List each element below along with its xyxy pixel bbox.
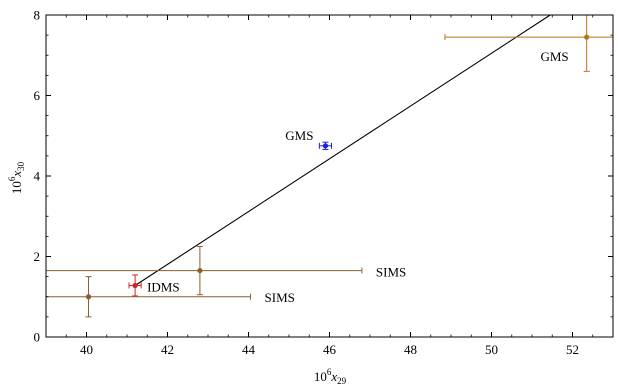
plot-frame	[45, 14, 614, 338]
point-label-sims: SIMS	[376, 265, 406, 280]
point-label-idms: IDMS	[147, 279, 180, 294]
data-point	[85, 294, 92, 300]
chart-marks	[45, 14, 614, 318]
y-tick-label: 8	[34, 8, 41, 23]
point-label-sims: SIMS	[265, 290, 295, 305]
data-point	[584, 34, 590, 40]
point-label-gms: GMS	[540, 49, 568, 64]
data-point	[197, 267, 203, 274]
data-point	[322, 143, 329, 149]
y-axis-title: 106x30	[7, 161, 26, 194]
x-tick-label: 44	[242, 342, 256, 357]
x-tick-label: 42	[161, 342, 174, 357]
x-axis-title: 106x29	[314, 367, 347, 385]
y-tick-label: 0	[34, 330, 41, 345]
fit-line	[134, 14, 551, 286]
x-tick-label: 50	[485, 342, 498, 357]
y-tick-label: 4	[34, 169, 41, 184]
y-tick-label: 2	[34, 249, 41, 264]
annotations: GMS GMS IDMS SIMS SIMS	[147, 49, 569, 305]
x-tick-label: 52	[566, 342, 579, 357]
y-tick-label: 6	[34, 88, 41, 103]
x-tick-label: 40	[80, 342, 93, 357]
point-label-gms: GMS	[285, 128, 313, 143]
x-tick-label: 48	[404, 342, 417, 357]
data-point	[132, 282, 138, 289]
x-tick-label: 46	[323, 342, 337, 357]
